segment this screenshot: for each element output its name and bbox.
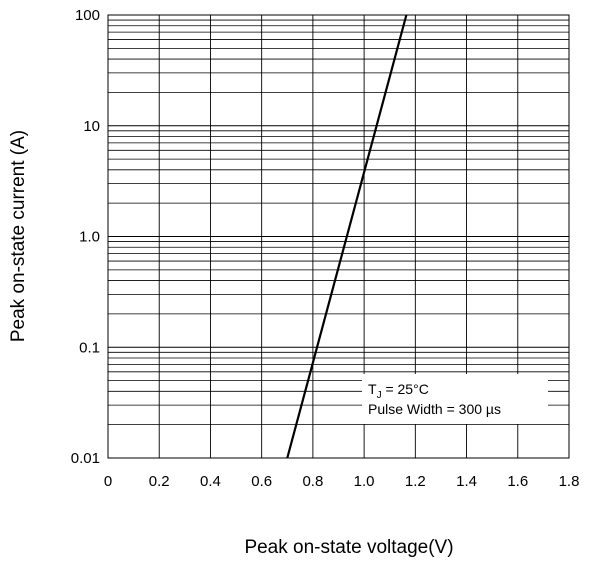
x-tick-label: 1.4 (456, 473, 477, 490)
y-tick-label: 1.0 (79, 229, 100, 246)
annotation: TJ = 25°C Pulse Width = 300 µs (362, 374, 548, 424)
annotation-pulse-width: Pulse Width = 300 µs (368, 401, 501, 417)
x-tick-label: 0 (104, 473, 112, 490)
series-line (286, 14, 408, 459)
y-tick-label: 0.1 (79, 339, 100, 356)
x-axis-ticks: 0 0.2 0.4 0.6 0.8 1.0 1.2 1.4 1.6 1.8 (104, 473, 580, 490)
y-tick-label: 100 (75, 7, 100, 24)
x-tick-label: 1.8 (559, 473, 580, 490)
x-tick-label: 0.8 (302, 473, 323, 490)
x-tick-label: 1.0 (354, 473, 375, 490)
y-tick-label: 0.01 (71, 450, 100, 467)
annotation-junction-temp: TJ = 25°C (368, 381, 429, 401)
x-axis-label: Peak on-state voltage(V) (244, 537, 453, 558)
series-layer (286, 14, 408, 459)
x-tick-label: 0.6 (251, 473, 272, 490)
plot-frame (107, 14, 570, 459)
x-tick-label: 1.6 (507, 473, 528, 490)
x-tick-label: 0.2 (149, 473, 170, 490)
x-tick-label: 0.4 (200, 473, 221, 490)
annotation-background (362, 374, 548, 424)
y-tick-label: 10 (83, 118, 100, 135)
x-tick-label: 1.2 (405, 473, 426, 490)
y-axis-ticks: 0.01 0.1 1.0 10 100 (71, 7, 100, 467)
y-axis-label: Peak on-state current (A) (8, 130, 29, 342)
